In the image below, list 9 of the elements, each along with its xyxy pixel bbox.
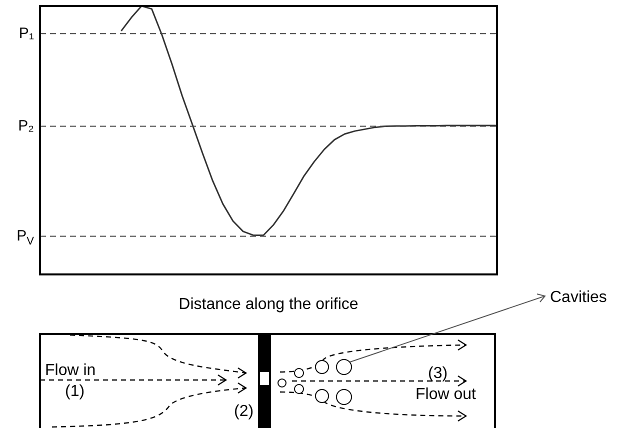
- text: Cavities: [550, 289, 607, 306]
- ref-line-label: P₂: [18, 117, 34, 134]
- ref-line-label: P₁: [18, 24, 34, 42]
- text: Flow out: [416, 386, 477, 403]
- text: (2): [234, 403, 254, 420]
- x-axis-title: Distance along the orifice: [178, 296, 358, 313]
- text: Flow in: [45, 362, 96, 379]
- text: (3): [428, 365, 448, 382]
- text: (1): [65, 383, 85, 400]
